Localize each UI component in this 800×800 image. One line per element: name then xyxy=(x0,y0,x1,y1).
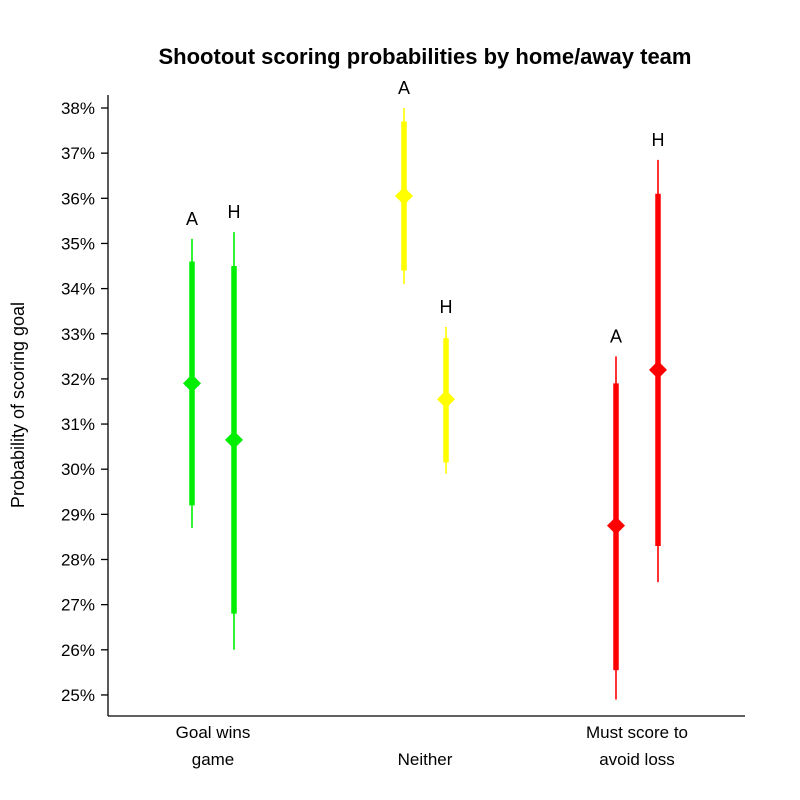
estimate-marker xyxy=(649,360,667,379)
y-tick-label: 38% xyxy=(61,99,95,118)
chart-title: Shootout scoring probabilities by home/a… xyxy=(159,44,692,69)
interval-a: A xyxy=(607,326,625,700)
interval-a: A xyxy=(395,78,413,285)
axes: 25% 26% 27% 28% 29% 30% 31% 32% 33% 34% 35% 36% 37% 3… xyxy=(61,95,745,769)
y-tick-label: 27% xyxy=(61,596,95,615)
category-label: Goal wins xyxy=(176,723,251,742)
y-tick-label: 34% xyxy=(61,280,95,299)
estimate-marker xyxy=(395,187,413,206)
estimate-marker xyxy=(607,516,625,535)
chart-marks: A H A H A H xyxy=(183,78,667,700)
y-axis-label: Probability of scoring goal xyxy=(8,302,28,508)
y-tick-label: 28% xyxy=(61,551,95,570)
point-label: H xyxy=(228,202,241,222)
interval-h: H xyxy=(649,130,667,583)
category-label: Must score to xyxy=(586,723,688,742)
point-label: H xyxy=(652,130,665,150)
point-label: A xyxy=(398,78,410,98)
category-label: game xyxy=(192,750,235,769)
interval-h: H xyxy=(437,297,455,474)
interval-h: H xyxy=(225,202,243,650)
point-label: H xyxy=(440,297,453,317)
y-tick-label: 29% xyxy=(61,505,95,524)
y-tick-label: 30% xyxy=(61,460,95,479)
category-label: Neither xyxy=(398,750,453,769)
y-tick-label: 32% xyxy=(61,370,95,389)
interval-a: A xyxy=(183,209,201,528)
category-label: avoid loss xyxy=(599,750,675,769)
y-tick-label: 36% xyxy=(61,189,95,208)
y-tick-label: 25% xyxy=(61,686,95,705)
estimate-marker xyxy=(437,390,455,409)
y-tick-label: 37% xyxy=(61,144,95,163)
point-label: A xyxy=(186,209,198,229)
estimate-marker xyxy=(183,374,201,393)
y-tick-label: 31% xyxy=(61,415,95,434)
y-tick-label: 35% xyxy=(61,234,95,253)
y-tick-label: 33% xyxy=(61,325,95,344)
point-label: A xyxy=(610,326,622,346)
y-tick-label: 26% xyxy=(61,641,95,660)
estimate-marker xyxy=(225,430,243,449)
